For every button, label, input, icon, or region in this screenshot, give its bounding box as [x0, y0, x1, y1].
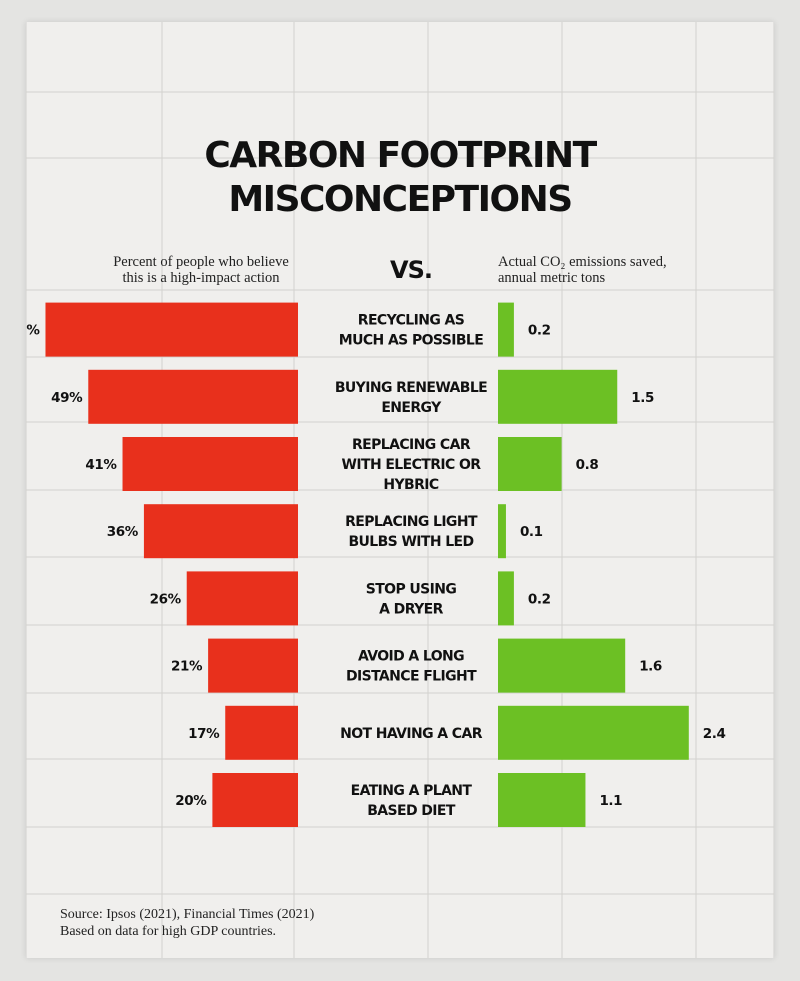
category-label-3-line-2: WITH ELECTRIC OR [342, 457, 482, 473]
category-label-7-line-1: NOT HAVING A CAR [340, 726, 483, 742]
source-note: Source: Ipsos (2021), Financial Times (2… [60, 906, 314, 940]
category-label-6-line-1: AVOID A LONG [358, 649, 464, 665]
category-label-3-line-3: HYBRIC [383, 477, 439, 493]
emissions-bar-1 [498, 302, 514, 357]
source-line-2: Based on data for high GDP countries. [60, 924, 277, 939]
emissions-bar-3 [498, 437, 562, 491]
emissions-bar-7 [498, 705, 689, 760]
belief-value-label-1: 59% [26, 323, 40, 339]
category-label-5-line-2: A DRYER [379, 601, 443, 617]
belief-bar-5 [186, 571, 298, 626]
category-label-1-line-1: RECYCLING AS [358, 313, 465, 329]
emissions-bar-5 [498, 571, 514, 626]
belief-bar-6 [208, 638, 298, 693]
belief-value-label-3: 41% [85, 457, 117, 473]
left-header-line-2: this is a high-impact action [122, 270, 280, 286]
emissions-bar-8 [498, 773, 586, 827]
belief-bar-1 [45, 302, 299, 357]
left-column-header: Percent of people who believe this is a … [86, 254, 316, 286]
emissions-value-label-8: 1.1 [599, 793, 622, 809]
left-header-line-1: Percent of people who believe [113, 254, 289, 270]
category-label-5-line-1: STOP USING [366, 581, 457, 597]
belief-bar-8 [212, 773, 298, 827]
emissions-value-label-7: 2.4 [703, 726, 726, 742]
belief-bar-4 [143, 504, 298, 559]
emissions-value-label-6: 1.6 [639, 659, 662, 675]
right-column-header: Actual CO₂ emissions saved, annual metri… [498, 254, 738, 286]
belief-bar-2 [88, 369, 298, 424]
category-label-6-line-2: DISTANCE FLIGHT [346, 669, 477, 685]
category-label-8-line-1: EATING A PLANT [351, 783, 473, 799]
category-label-4-line-2: BULBS WITH LED [348, 534, 473, 550]
title-line-2: MISCONCEPTIONS [228, 179, 573, 220]
infographic-poster: 59% 0.2 RECYCLING AS MUCH AS POSSIBLE 49% 1.5… [26, 22, 774, 958]
emissions-value-label-2: 1.5 [631, 390, 654, 406]
belief-value-label-7: 17% [188, 726, 220, 742]
emissions-value-label-1: 0.2 [528, 323, 551, 339]
emissions-value-label-5: 0.2 [528, 591, 551, 607]
category-label-4-line-1: REPLACING LIGHT [345, 514, 478, 530]
right-header-line-1: Actual CO₂ emissions saved, [498, 254, 667, 270]
emissions-bar-4 [498, 504, 506, 559]
category-label-2-line-1: BUYING RENEWABLE [335, 380, 487, 396]
belief-value-label-5: 26% [150, 591, 182, 607]
category-label-2-line-2: ENERGY [381, 400, 442, 416]
vs-label: VS. [390, 256, 433, 284]
belief-bar-7 [225, 705, 298, 760]
butterfly-bar-chart: 59% 0.2 RECYCLING AS MUCH AS POSSIBLE 49% 1.5… [26, 22, 774, 958]
title-line-1: CARBON FOOTPRINT [204, 135, 597, 176]
chart-title: CARBON FOOTPRINT MISCONCEPTIONS [26, 134, 774, 222]
emissions-bar-2 [498, 369, 618, 424]
emissions-value-label-3: 0.8 [576, 457, 599, 473]
category-label-8-line-2: BASED DIET [367, 803, 456, 819]
belief-value-label-4: 36% [107, 524, 139, 540]
emissions-bar-6 [498, 638, 626, 693]
category-label-3-line-1: REPLACING CAR [352, 437, 471, 453]
belief-value-label-2: 49% [51, 390, 83, 406]
right-header-line-2: annual metric tons [498, 270, 606, 286]
belief-value-label-6: 21% [171, 659, 203, 675]
category-label-1-line-2: MUCH AS POSSIBLE [339, 333, 483, 349]
source-line-1: Source: Ipsos (2021), Financial Times (2… [60, 907, 315, 922]
belief-bar-3 [122, 437, 299, 491]
emissions-value-label-4: 0.1 [520, 524, 543, 540]
belief-value-label-8: 20% [175, 793, 207, 809]
